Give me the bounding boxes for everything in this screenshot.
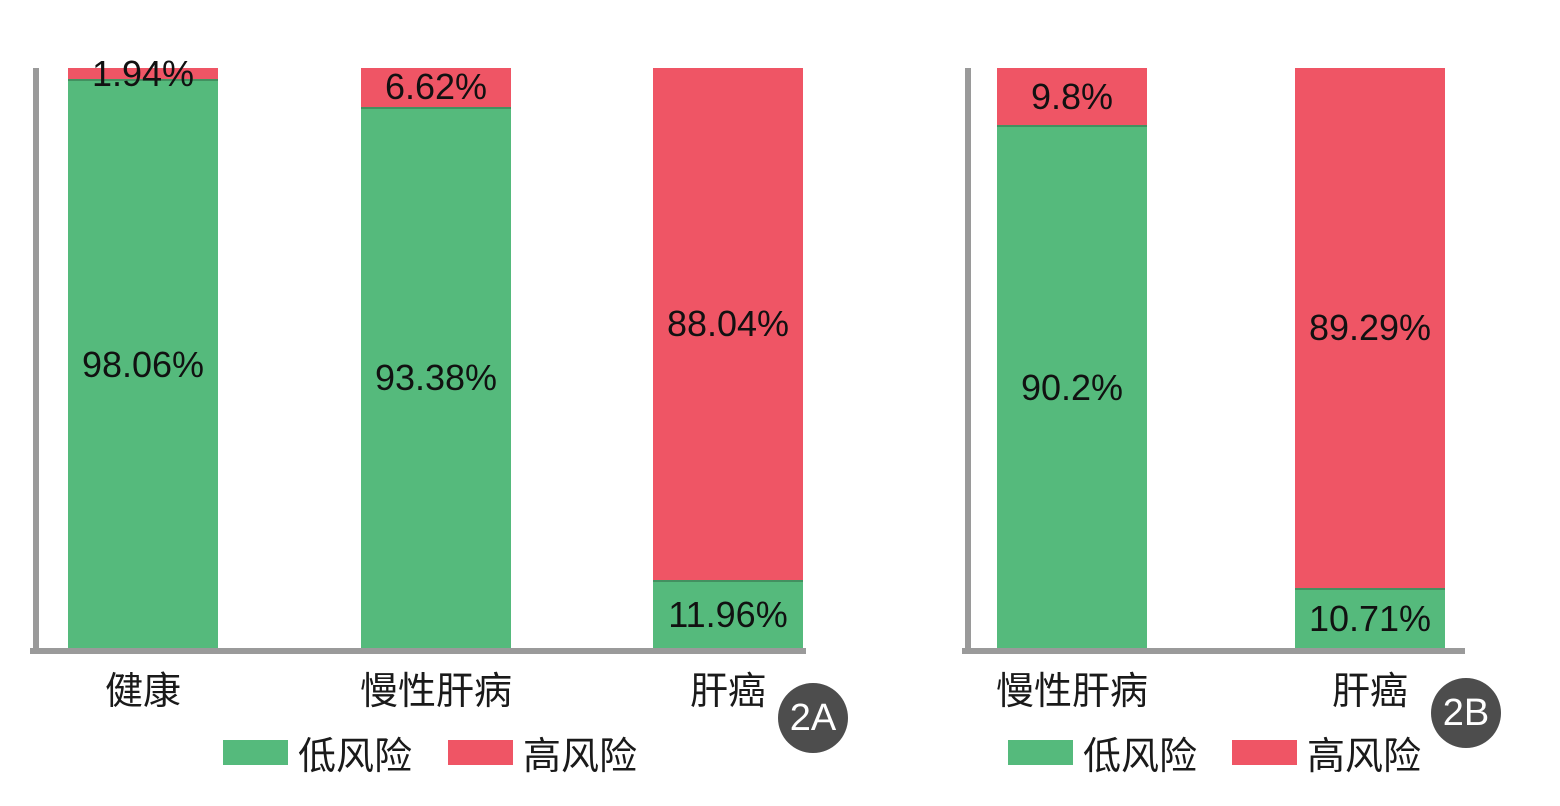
high-risk-segment-2 <box>1295 68 1445 588</box>
value-label-high-1: 1.94% <box>91 52 195 94</box>
category-label-2: 肝癌 <box>1331 671 1408 713</box>
x-axis <box>30 648 806 654</box>
value-label-high-3: 88.04% <box>666 303 790 345</box>
y-axis <box>33 68 39 654</box>
category-label-1: 健康 <box>104 671 181 713</box>
low-risk-segment-1 <box>997 125 1147 650</box>
value-label-low-2: 10.71% <box>1308 597 1432 639</box>
legend-label-low-risk: 低风险 <box>298 735 413 778</box>
value-label-low-1: 90.2% <box>1020 366 1124 408</box>
high-risk-segment-1 <box>997 68 1147 126</box>
category-label-3: 肝癌 <box>689 671 766 713</box>
legend-entry-high-risk: 高风险 <box>448 733 637 778</box>
legend-label-high-risk: 高风险 <box>523 735 638 778</box>
panel-badge-label: 2A <box>789 696 837 739</box>
category-label-1: 慢性肝病 <box>995 671 1148 713</box>
panel-badge: 2B <box>1431 678 1501 748</box>
x-axis <box>962 648 1465 654</box>
low-risk-segment-2 <box>1295 587 1445 650</box>
value-label-high-1: 9.8% <box>1030 75 1114 117</box>
high-risk-swatch-icon <box>1232 739 1297 765</box>
high-risk-segment-3 <box>653 68 803 581</box>
value-label-high-2: 6.62% <box>384 66 488 108</box>
panel-badge-label: 2B <box>1442 691 1490 734</box>
legend-label-high-risk: 高风险 <box>1307 735 1422 778</box>
high-risk-swatch-icon <box>448 739 513 765</box>
high-risk-segment-2 <box>361 68 511 107</box>
low-risk-swatch-icon <box>1008 739 1073 765</box>
legend-entry-low-risk: 低风险 <box>1008 733 1197 778</box>
value-label-low-2: 93.38% <box>374 357 498 399</box>
legend-entry-low-risk: 低风险 <box>223 733 412 778</box>
value-label-low-1: 98.06% <box>81 343 205 385</box>
panel-badge: 2A <box>778 683 848 753</box>
high-risk-segment-1 <box>68 68 218 80</box>
value-label-high-2: 89.29% <box>1308 306 1432 348</box>
legend-label-low-risk: 低风险 <box>1083 735 1198 778</box>
legend-entry-high-risk: 高风险 <box>1232 733 1421 778</box>
low-risk-swatch-icon <box>223 739 288 765</box>
low-risk-segment-1 <box>68 79 218 650</box>
low-risk-segment-3 <box>653 580 803 650</box>
value-label-low-3: 11.96% <box>668 594 788 636</box>
category-label-2: 慢性肝病 <box>359 671 512 713</box>
low-risk-segment-2 <box>361 106 511 650</box>
y-axis <box>965 68 971 654</box>
